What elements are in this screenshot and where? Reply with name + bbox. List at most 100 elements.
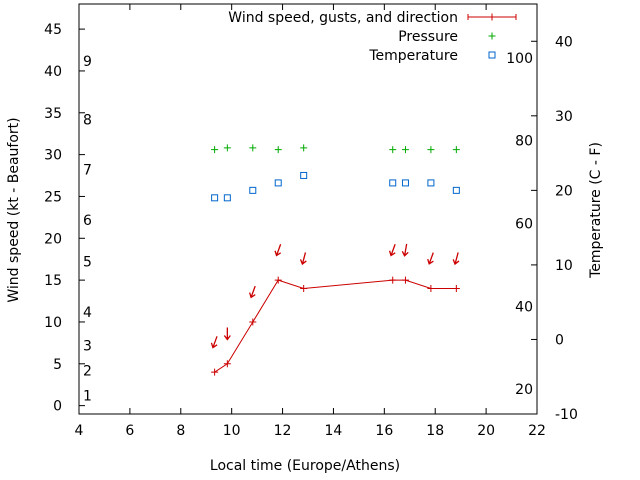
y-tick-label: 25 — [44, 189, 62, 205]
pressure-point — [249, 144, 257, 152]
y2-axis-label: Temperature (C - F) — [588, 142, 604, 279]
beaufort-label: 5 — [83, 255, 92, 271]
y-tick-label: 35 — [44, 106, 62, 122]
fahrenheit-label: 20 — [515, 382, 533, 398]
x-tick-label: 10 — [223, 423, 241, 439]
legend-swatch-marker — [467, 13, 517, 21]
pressure-point — [401, 146, 409, 154]
beaufort-label: 9 — [83, 54, 92, 70]
wind-speed-point — [249, 318, 257, 326]
y-tick-label: 5 — [53, 357, 62, 373]
legend-label: Pressure — [398, 29, 458, 45]
y2-tick-label: 30 — [555, 109, 573, 125]
beaufort-label: 7 — [83, 163, 92, 179]
temperature-point — [249, 186, 257, 194]
pressure-point — [274, 146, 282, 154]
x-tick-label: 8 — [176, 423, 185, 439]
beaufort-label: 6 — [83, 213, 92, 229]
fahrenheit-label: 60 — [515, 216, 533, 232]
y-tick-label: 30 — [44, 148, 62, 164]
wind-speed-point — [300, 284, 308, 292]
y2-tick-label: 40 — [555, 34, 573, 50]
wind-direction-arrow — [223, 327, 231, 341]
wind-arrow-glyph — [427, 252, 434, 265]
y2-tick-label: 0 — [555, 332, 564, 348]
wind-arrow-glyph — [388, 244, 396, 257]
temperature-point — [211, 194, 219, 202]
wind-speed-point — [389, 276, 397, 284]
y-tick-label: 10 — [44, 315, 62, 331]
wind-direction-arrow — [274, 244, 282, 257]
legend-swatch-plus — [488, 32, 496, 40]
x-tick-label: 6 — [125, 423, 134, 439]
series-layer — [210, 144, 460, 376]
temperature-point — [452, 186, 460, 194]
legend-swatch-square — [488, 51, 496, 59]
beaufort-label: 1 — [83, 389, 92, 405]
pressure-point — [211, 146, 219, 154]
x-tick-label: 4 — [75, 423, 84, 439]
legend: Wind speed, gusts, and direction Pressure… — [228, 10, 517, 64]
x-tick-label: 20 — [477, 423, 495, 439]
x-tick-label: 18 — [426, 423, 444, 439]
y-tick-label: 20 — [44, 231, 62, 247]
wind-direction-arrow — [452, 252, 460, 266]
pressure-point — [389, 146, 397, 154]
wind-arrow-glyph — [223, 327, 231, 341]
y-tick-label: 0 — [53, 399, 62, 415]
beaufort-label: 4 — [83, 305, 92, 321]
y2-tick-label: 10 — [555, 258, 573, 274]
wind-direction-arrow — [210, 336, 218, 349]
legend-label: Temperature — [368, 48, 458, 64]
wind-speed-point — [401, 276, 409, 284]
temperature-point — [401, 179, 409, 187]
wind-speed-point — [211, 368, 219, 376]
y-tick-label: 15 — [44, 273, 62, 289]
wind-speed-point — [452, 284, 460, 292]
y2-tick-label: 20 — [555, 183, 573, 199]
plot-area — [78, 3, 538, 415]
wind-speed-point — [223, 360, 231, 368]
wind-direction-arrow — [299, 252, 307, 266]
wind-arrow-glyph — [401, 243, 409, 257]
pressure-point — [452, 146, 460, 154]
x-tick-label: 12 — [274, 423, 292, 439]
temperature-point — [300, 171, 308, 179]
fahrenheit-label: 80 — [515, 134, 533, 150]
temperature-point — [223, 194, 231, 202]
tick-labels: 4 6 8 10 12 14 16 18 20 22051015202530354045-1001… — [44, 22, 578, 439]
tick-marks — [78, 4, 538, 415]
temperature-point — [274, 179, 282, 187]
wind-direction-arrow — [427, 252, 434, 265]
temperature-point — [427, 179, 435, 187]
x-tick-label: 22 — [528, 423, 546, 439]
x-tick-label: 14 — [325, 423, 343, 439]
wind-direction-arrow — [388, 244, 396, 257]
wind-speed-point — [274, 276, 282, 284]
beaufort-label: 8 — [83, 112, 92, 128]
wind-arrow-glyph — [452, 252, 460, 266]
x-axis-label: Local time (Europe/Athens) — [210, 458, 400, 474]
wind-arrow-glyph — [249, 285, 256, 299]
temperature-point — [389, 179, 397, 187]
wind-speed-point — [427, 284, 435, 292]
y-tick-label: 40 — [44, 64, 62, 80]
fahrenheit-label: 100 — [506, 51, 533, 67]
legend-label: Wind speed, gusts, and direction — [228, 10, 458, 26]
beaufort-label: 3 — [83, 338, 92, 354]
y-axis-label: Wind speed (kt - Beaufort) — [6, 117, 22, 302]
pressure-point — [427, 146, 435, 154]
y2-tick-label: -10 — [555, 407, 578, 423]
wind-direction-arrow — [249, 285, 256, 299]
pressure-point — [300, 144, 308, 152]
x-tick-label: 16 — [375, 423, 393, 439]
wind-arrow-glyph — [210, 336, 218, 349]
pressure-point — [223, 144, 231, 152]
fahrenheit-label: 40 — [515, 299, 533, 315]
wind-arrow-glyph — [299, 252, 307, 266]
y-tick-label: 45 — [44, 22, 62, 38]
wind-arrow-glyph — [274, 244, 282, 257]
beaufort-label: 2 — [83, 363, 92, 379]
wind-direction-arrow — [401, 243, 409, 257]
